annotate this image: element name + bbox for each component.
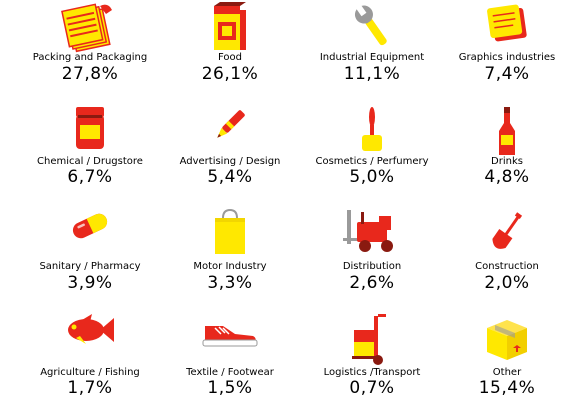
sector-value: 1,7% [67,378,113,398]
sector-value: 3,3% [207,273,253,293]
sector-label: Cosmetics / Perfumery [315,156,429,167]
sector-item: Packing and Packaging 27,8% [20,0,160,100]
sector-item: Distribution 2,6% [302,205,442,305]
sector-item: Sanitary / Pharmacy 3,9% [20,205,160,305]
sector-value: 26,1% [201,64,259,84]
sector-value: 7,4% [484,64,530,84]
cardboard-box-icon [481,314,533,368]
paper-stack-icon [483,2,531,50]
sector-label: Textile / Footwear [186,367,274,378]
sector-value: 4,8% [484,167,530,187]
food-box-icon [210,2,250,58]
bottle-icon [495,105,519,161]
sector-label: Drinks [491,156,523,167]
sector-label: Agriculture / Fishing [40,367,140,378]
sector-value: 15,4% [478,378,536,398]
sector-item: Advertising / Design 5,4% [160,100,300,200]
sector-item: Food 26,1% [160,0,300,100]
sector-label: Graphics industries [458,52,556,63]
sector-label: Food [218,52,242,63]
sector-label: Sanitary / Pharmacy [39,261,141,272]
sector-label: Motor Industry [193,261,267,272]
sector-value: 1,5% [207,378,253,398]
packaging-icon [60,2,120,58]
sector-item: Chemical / Drugstore 6,7% [20,100,160,200]
jar-icon [70,105,110,157]
sector-value: 2,6% [349,273,395,293]
sector-item: Graphics industries 7,4% [437,0,574,100]
perfume-brush-icon [357,105,387,159]
sector-label: Other [492,367,522,378]
sector-label: Chemical / Drugstore [37,156,143,167]
sector-value: 11,1% [343,64,401,84]
sector-value: 5,4% [207,167,253,187]
wrench-icon [352,2,392,54]
sector-item: Industrial Equipment 11,1% [302,0,442,100]
sector-item: Other 15,4% [437,308,574,408]
shopping-bag-icon [211,208,249,260]
sector-value: 0,7% [349,378,395,398]
pen-icon [210,105,250,149]
sector-value: 6,7% [67,167,113,187]
sector-value: 5,0% [349,167,395,187]
sector-value: 27,8% [61,64,119,84]
pill-capsule-icon [68,208,112,248]
sector-label: Construction [475,261,539,272]
sector-item: Agriculture / Fishing 1,7% [20,308,160,408]
sector-value: 2,0% [484,273,530,293]
sector-item: Textile / Footwear 1,5% [160,308,300,408]
sector-label: Distribution [342,261,402,272]
forklift-icon [343,208,401,258]
hand-truck-icon [348,314,396,370]
sector-item: Logistics /Transport 0,7% [302,308,442,408]
sector-label: Packing and Packaging [32,52,148,63]
sector-label: Industrial Equipment [319,52,425,63]
sector-item: Construction 2,0% [437,205,574,305]
shovel-icon [487,208,527,260]
sector-label: Advertising / Design [179,156,281,167]
sector-value: 3,9% [67,273,113,293]
sneaker-icon [201,314,259,354]
sector-label: Logistics /Transport [323,367,421,378]
sector-item: Cosmetics / Perfumery 5,0% [302,100,442,200]
sector-item: Motor Industry 3,3% [160,205,300,305]
fish-icon [64,314,116,352]
sector-item: Drinks 4,8% [437,100,574,200]
